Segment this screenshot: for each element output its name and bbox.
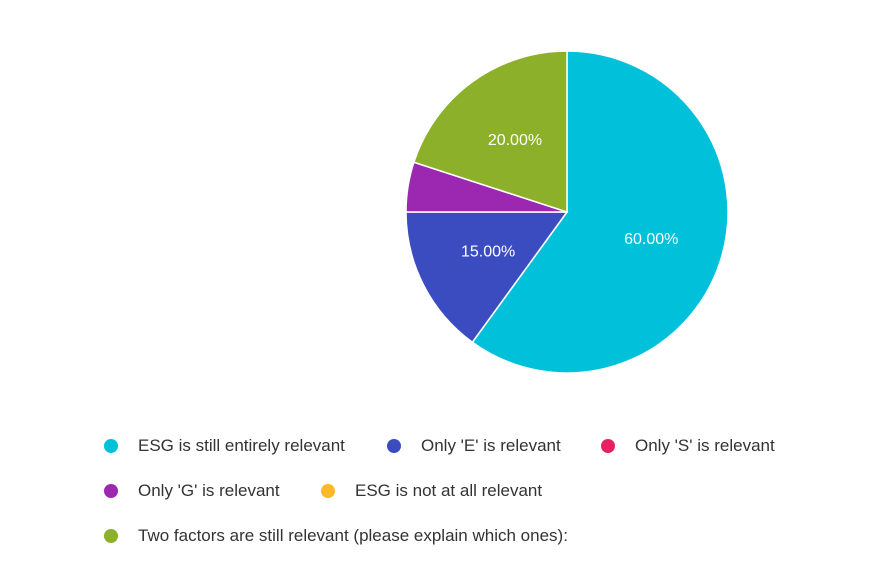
legend-label: ESG is still entirely relevant [138, 436, 345, 455]
legend-label: Only 'S' is relevant [635, 436, 775, 455]
slice-value-label: 20.00% [488, 132, 542, 149]
legend-row: Two factors are still relevant (please e… [104, 523, 864, 568]
legend-swatch [321, 484, 335, 498]
legend-label: Two factors are still relevant (please e… [138, 526, 568, 545]
legend-item-only-s[interactable]: Only 'S' is relevant [601, 433, 775, 459]
legend: ESG is still entirely relevant Only 'E' … [104, 433, 864, 568]
legend-item-only-g[interactable]: Only 'G' is relevant [104, 478, 280, 504]
legend-item-only-e[interactable]: Only 'E' is relevant [387, 433, 561, 459]
pie-slice-0[interactable] [471, 50, 729, 374]
legend-item-esg-not-relevant[interactable]: ESG is not at all relevant [321, 478, 542, 504]
pie-slice-1[interactable] [405, 211, 569, 344]
legend-swatch [387, 439, 401, 453]
legend-swatch [601, 439, 615, 453]
legend-row: ESG is still entirely relevant Only 'E' … [104, 433, 864, 478]
pie-slice-5[interactable] [412, 50, 568, 214]
legend-swatch [104, 484, 118, 498]
legend-swatch [104, 439, 118, 453]
pie-chart: 60.00% 15.00% 20.00% [405, 50, 729, 374]
legend-row: Only 'G' is relevant ESG is not at all r… [104, 478, 864, 523]
slice-value-label: 60.00% [624, 231, 678, 248]
legend-item-two-factors[interactable]: Two factors are still relevant (please e… [104, 523, 568, 549]
slice-value-label: 15.00% [461, 244, 515, 261]
legend-swatch [104, 529, 118, 543]
legend-label: Only 'G' is relevant [138, 481, 280, 500]
legend-label: Only 'E' is relevant [421, 436, 561, 455]
legend-label: ESG is not at all relevant [355, 481, 543, 500]
legend-item-esg-entirely-relevant[interactable]: ESG is still entirely relevant [104, 433, 345, 459]
